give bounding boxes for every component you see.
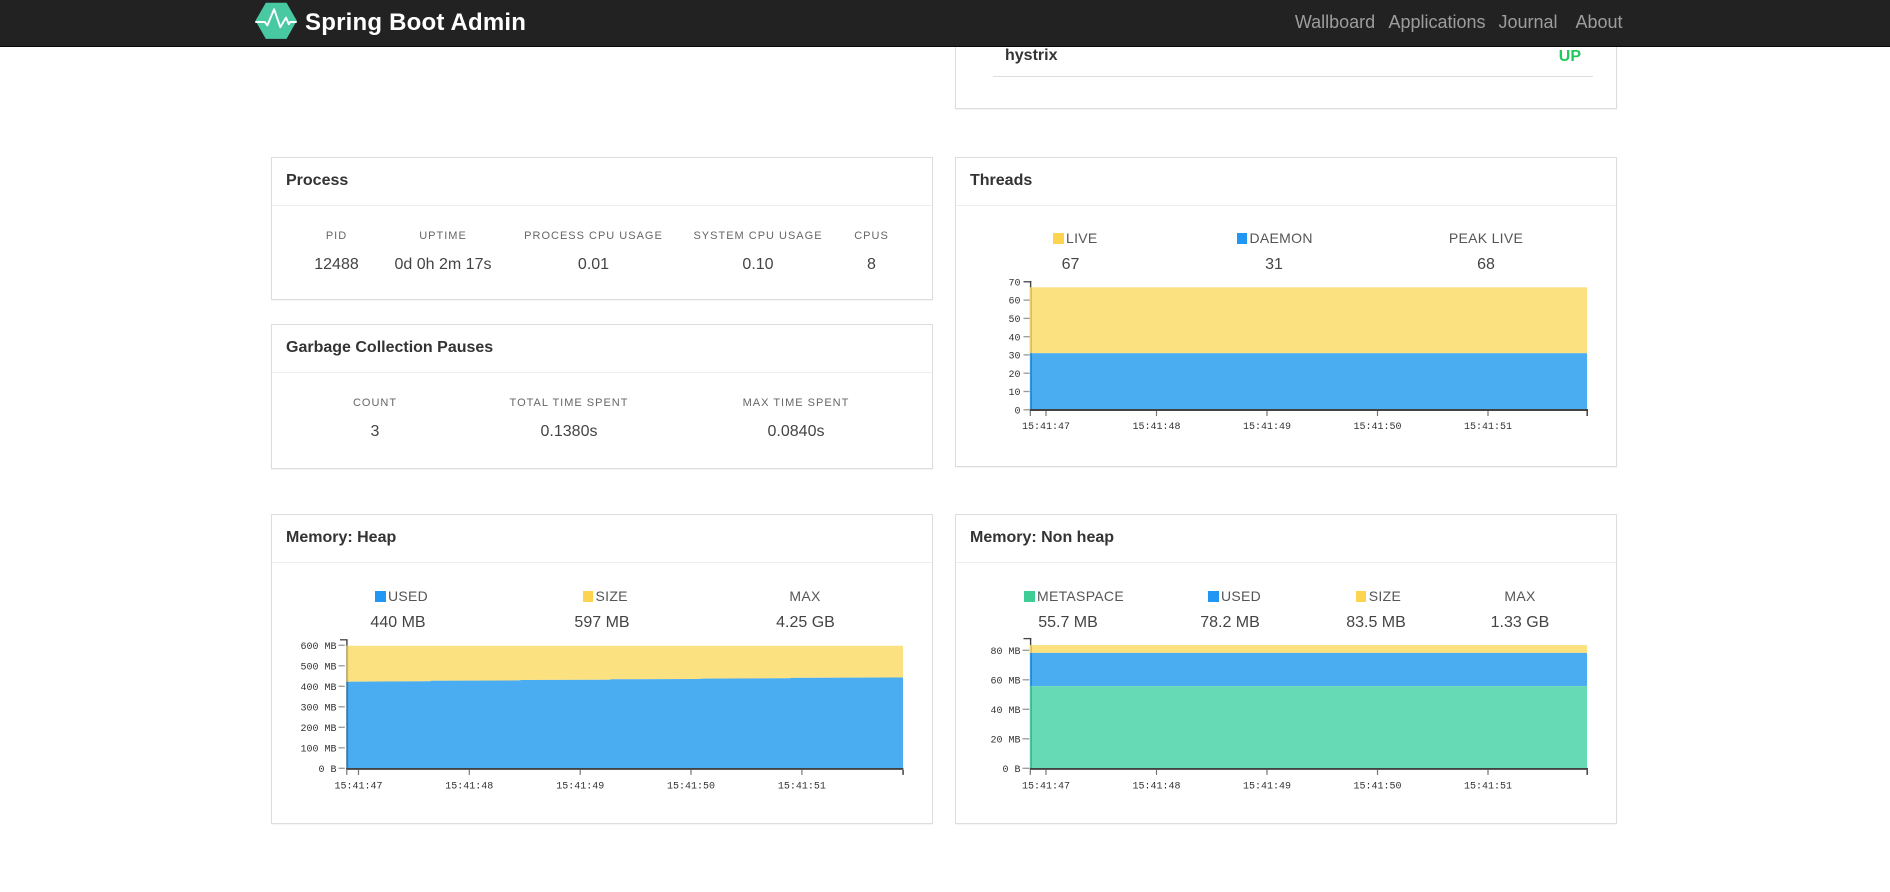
svg-text:15:41:51: 15:41:51 <box>778 782 826 793</box>
svg-text:50: 50 <box>1008 315 1020 326</box>
svg-text:100 MB: 100 MB <box>300 744 336 755</box>
svg-text:15:41:50: 15:41:50 <box>667 782 715 793</box>
svg-text:15:41:49: 15:41:49 <box>556 782 604 793</box>
svg-text:70: 70 <box>1008 278 1020 289</box>
svg-text:40 MB: 40 MB <box>990 706 1020 717</box>
svg-text:15:41:48: 15:41:48 <box>445 782 493 793</box>
svg-text:20: 20 <box>1008 370 1020 381</box>
svg-text:15:41:49: 15:41:49 <box>1243 782 1291 793</box>
svg-text:15:41:48: 15:41:48 <box>1132 422 1180 433</box>
svg-text:200 MB: 200 MB <box>300 724 336 735</box>
svg-text:15:41:51: 15:41:51 <box>1464 422 1512 433</box>
svg-text:40: 40 <box>1008 333 1020 344</box>
svg-text:500 MB: 500 MB <box>300 662 336 673</box>
svg-text:20 MB: 20 MB <box>990 735 1020 746</box>
svg-text:10: 10 <box>1008 388 1020 399</box>
svg-text:60: 60 <box>1008 297 1020 308</box>
svg-text:15:41:47: 15:41:47 <box>1022 782 1070 793</box>
svg-text:15:41:50: 15:41:50 <box>1353 782 1401 793</box>
svg-text:0: 0 <box>1014 406 1020 417</box>
svg-text:80 MB: 80 MB <box>990 647 1020 658</box>
svg-text:300 MB: 300 MB <box>300 703 336 714</box>
svg-text:600 MB: 600 MB <box>300 642 336 653</box>
svg-text:15:41:50: 15:41:50 <box>1353 422 1401 433</box>
svg-text:30: 30 <box>1008 352 1020 363</box>
svg-text:400 MB: 400 MB <box>300 683 336 694</box>
svg-text:15:41:49: 15:41:49 <box>1243 422 1291 433</box>
svg-text:15:41:48: 15:41:48 <box>1132 782 1180 793</box>
svg-text:15:41:47: 15:41:47 <box>334 782 382 793</box>
svg-text:0 B: 0 B <box>1002 765 1020 776</box>
svg-text:0 B: 0 B <box>318 765 336 776</box>
svg-text:15:41:47: 15:41:47 <box>1022 422 1070 433</box>
svg-text:15:41:51: 15:41:51 <box>1464 782 1512 793</box>
svg-text:60 MB: 60 MB <box>990 676 1020 687</box>
